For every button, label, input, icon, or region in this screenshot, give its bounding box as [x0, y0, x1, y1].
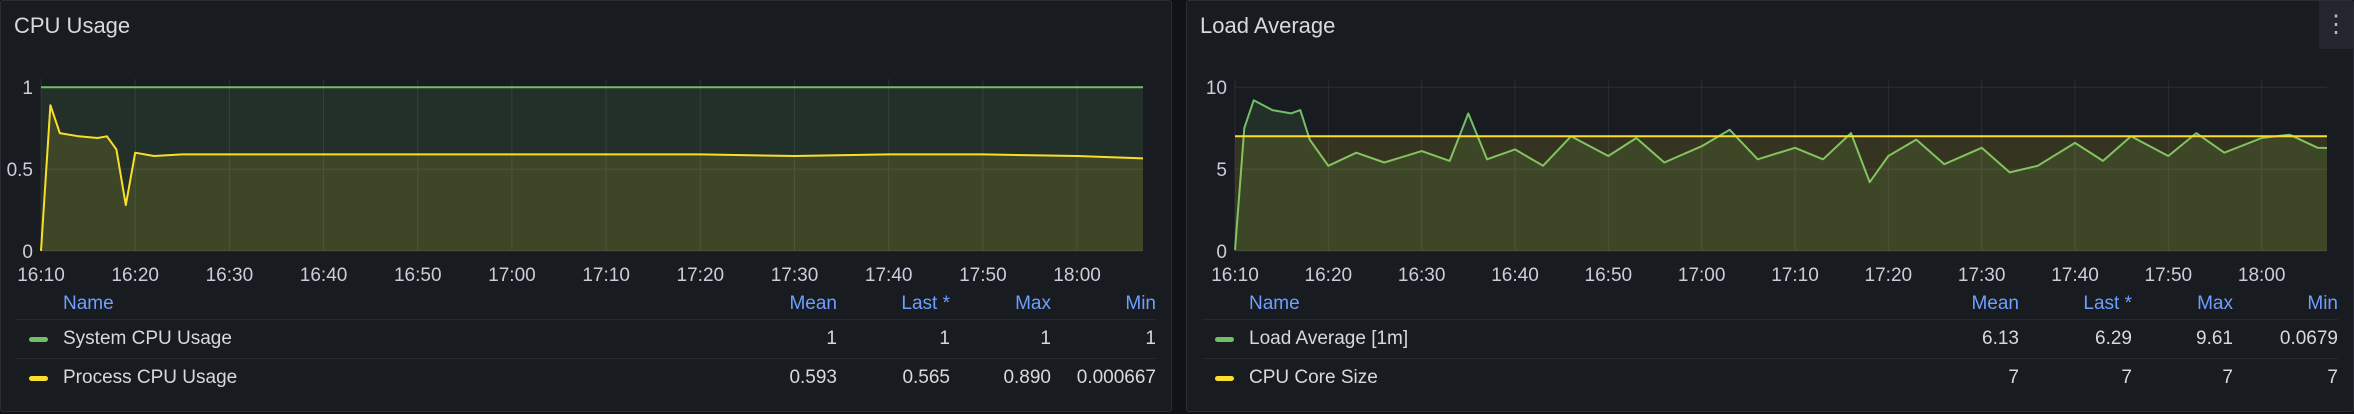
legend-mean-value: 1	[826, 328, 837, 349]
legend-header: Name Mean Last * Max Min	[1202, 289, 2338, 319]
x-tick-label: 17:00	[488, 265, 536, 286]
legend-mean-value: 6.13	[1982, 328, 2019, 349]
series-area-fill	[41, 87, 1143, 251]
legend-max-value: 7	[2222, 367, 2233, 388]
y-tick-label: 10	[1206, 78, 1227, 99]
series-color-swatch	[29, 376, 48, 381]
x-tick-label: 16:40	[300, 265, 348, 286]
legend-min-value: 1	[1145, 328, 1156, 349]
legend-last-value: 6.29	[2095, 328, 2132, 349]
x-tick-label: 16:20	[1305, 265, 1353, 286]
x-tick-label: 17:40	[2051, 265, 2099, 286]
legend-series-name[interactable]: CPU Core Size	[1249, 367, 1378, 388]
legend-max-value: 1	[1040, 328, 1051, 349]
panel-title: Load Average	[1200, 13, 1336, 38]
x-tick-label: 18:00	[2238, 265, 2286, 286]
x-tick-label: 16:10	[1211, 265, 1259, 286]
legend-row-process-cpu[interactable]: Process CPU Usage 0.593 0.565 0.890 0.00…	[16, 358, 1156, 397]
series-color-swatch	[1215, 337, 1234, 342]
legend-series-name[interactable]: Process CPU Usage	[63, 367, 238, 388]
load-average-chart[interactable]: 16:10 16:20 16:30 16:40 16:50 17:00 17:10 17:20…	[1187, 1, 2354, 291]
cpu-usage-chart[interactable]: 16:10 16:20 16:30 16:40 16:50 17:00 17:10 17:20…	[1, 1, 1173, 291]
cpu-legend-table: Name Mean Last * Max Min System CPU Usag…	[16, 289, 1156, 397]
series-area-fill	[1235, 136, 2327, 251]
legend-row-load-average[interactable]: Load Average [1m] 6.13 6.29 9.61 0.0679	[1202, 319, 2338, 358]
x-tick-label: 17:30	[1958, 265, 2006, 286]
legend-max-value: 9.61	[2196, 328, 2233, 349]
series-color-swatch	[29, 337, 48, 342]
legend-min-value: 0.000667	[1076, 367, 1156, 388]
x-tick-label: 16:30	[206, 265, 254, 286]
x-tick-label: 17:50	[959, 265, 1007, 286]
legend-header-last[interactable]: Last *	[2083, 293, 2132, 314]
cpu-usage-panel: CPU Usage 16:10 16:20 16:30 16:40 16:50 17:00…	[0, 0, 1172, 412]
legend-header-name[interactable]: Name	[63, 293, 114, 314]
legend-header-max[interactable]: Max	[1015, 293, 1051, 314]
x-tick-label: 16:40	[1491, 265, 1539, 286]
legend-series-name[interactable]: Load Average [1m]	[1249, 328, 1409, 349]
x-tick-label: 17:30	[771, 265, 819, 286]
x-tick-label: 16:10	[17, 265, 65, 286]
x-tick-label: 17:10	[1771, 265, 1819, 286]
legend-last-value: 1	[939, 328, 950, 349]
load-legend-table: Name Mean Last * Max Min Load Average [1…	[1202, 289, 2338, 397]
series-area-fill	[1235, 100, 2327, 251]
legend-header-min[interactable]: Min	[1125, 293, 1156, 314]
y-tick-label: 0	[1216, 242, 1227, 263]
load-average-panel: Load Average ⋮ 16:10 16:20 16:30 16:40 16:50…	[1186, 0, 2354, 412]
legend-row-system-cpu[interactable]: System CPU Usage 1 1 1 1	[16, 319, 1156, 358]
x-tick-label: 17:10	[582, 265, 630, 286]
x-tick-label: 16:30	[1398, 265, 1446, 286]
x-tick-label: 16:50	[394, 265, 442, 286]
legend-header-mean[interactable]: Mean	[1971, 293, 2019, 314]
x-tick-label: 16:50	[1585, 265, 1633, 286]
panel-title: CPU Usage	[14, 13, 131, 38]
y-tick-label: 5	[1216, 160, 1227, 181]
y-tick-label: 0	[22, 242, 33, 263]
legend-last-value: 0.565	[902, 367, 950, 388]
x-tick-label: 18:00	[1053, 265, 1101, 286]
x-tick-label: 17:40	[865, 265, 913, 286]
more-vertical-icon: ⋮	[2324, 11, 2348, 38]
x-tick-label: 16:20	[111, 265, 159, 286]
x-tick-label: 17:20	[677, 265, 725, 286]
legend-series-name[interactable]: System CPU Usage	[63, 328, 232, 349]
x-tick-label: 17:00	[1678, 265, 1726, 286]
legend-header-max[interactable]: Max	[2197, 293, 2233, 314]
legend-min-value: 0.0679	[2279, 328, 2338, 349]
legend-mean-value: 0.593	[789, 367, 837, 388]
legend-mean-value: 7	[2008, 367, 2019, 388]
legend-last-value: 7	[2121, 367, 2132, 388]
y-tick-label: 0.5	[7, 160, 33, 181]
legend-header-min[interactable]: Min	[2307, 293, 2338, 314]
legend-header-last[interactable]: Last *	[901, 293, 950, 314]
legend-header-name[interactable]: Name	[1249, 293, 1300, 314]
legend-header: Name Mean Last * Max Min	[16, 289, 1156, 319]
legend-min-value: 7	[2327, 367, 2338, 388]
series-line	[40, 104, 1144, 251]
series-area-fill	[41, 105, 1143, 251]
legend-max-value: 0.890	[1003, 367, 1051, 388]
series-color-swatch	[1215, 376, 1234, 381]
x-tick-label: 17:50	[2145, 265, 2193, 286]
y-tick-label: 1	[22, 78, 33, 99]
x-tick-label: 17:20	[1865, 265, 1913, 286]
legend-row-cpu-core-size[interactable]: CPU Core Size 7 7 7 7	[1202, 358, 2338, 397]
legend-header-mean[interactable]: Mean	[789, 293, 837, 314]
panel-menu-button[interactable]: ⋮	[2319, 1, 2353, 49]
